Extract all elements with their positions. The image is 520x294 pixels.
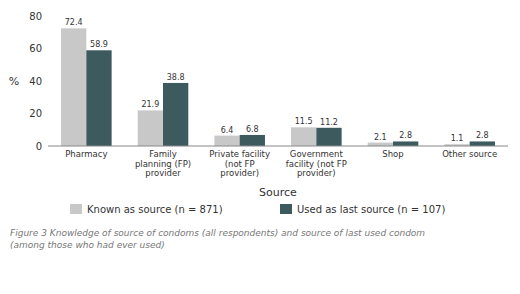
data-label: 1.1 (451, 134, 464, 143)
y-tick-label: 20 (29, 108, 42, 119)
y-tick-label: 40 (29, 76, 42, 87)
caption: Figure 3 Knowledge of source of condoms … (10, 228, 425, 250)
bar (138, 110, 163, 146)
data-label: 6.8 (246, 125, 259, 134)
bar (240, 135, 265, 146)
data-label: 2.8 (399, 131, 412, 140)
x-tick-label: Shop (382, 149, 403, 159)
data-label: 6.4 (221, 126, 234, 135)
bar (291, 127, 316, 146)
x-tick-label: Familyplanning (FP)provider (135, 149, 191, 178)
legend-label: Used as last source (n = 107) (297, 204, 445, 215)
data-label: 58.9 (90, 40, 108, 49)
bar (470, 141, 495, 146)
chart: 0 20 40 60 80% 72.4 21.9 6.4 11.5 2.1 1.1 58.9 38.8 6… (0, 0, 520, 294)
y-tick-label: 80 (29, 11, 42, 22)
data-label: 11.2 (320, 118, 338, 127)
data-labels: 72.4 21.9 6.4 11.5 2.1 1.1 58.9 38.8 6.8 11.2 2.8 2… (65, 18, 489, 143)
bar (368, 143, 393, 146)
data-label: 38.8 (167, 73, 185, 82)
background (0, 0, 520, 294)
bar (214, 136, 239, 146)
y-tick-label: 60 (29, 43, 42, 54)
x-tick-label: Governmentfacility (not FPprovider) (286, 149, 347, 178)
bar (316, 128, 341, 146)
x-axis-label: Source (259, 186, 297, 199)
bar (393, 141, 418, 146)
legend-swatch (280, 204, 292, 214)
x-tick-label: Other source (442, 149, 497, 159)
data-label: 2.1 (374, 133, 387, 142)
y-axis-label: % (9, 75, 19, 88)
bar (86, 50, 111, 146)
legend-swatch (70, 204, 82, 214)
data-label: 2.8 (476, 131, 489, 140)
x-axis-line (48, 146, 508, 147)
x-tick-label: Private facility(not FPprovider) (209, 149, 270, 178)
data-label: 11.5 (295, 117, 313, 126)
x-tick-label: Pharmacy (65, 149, 107, 159)
bars (61, 28, 495, 146)
y-tick-label: 0 (36, 141, 42, 152)
bar (163, 83, 188, 146)
bar (61, 28, 86, 146)
data-label: 72.4 (65, 18, 83, 27)
data-label: 21.9 (141, 100, 159, 109)
legend-label: Known as source (n = 871) (87, 204, 223, 215)
